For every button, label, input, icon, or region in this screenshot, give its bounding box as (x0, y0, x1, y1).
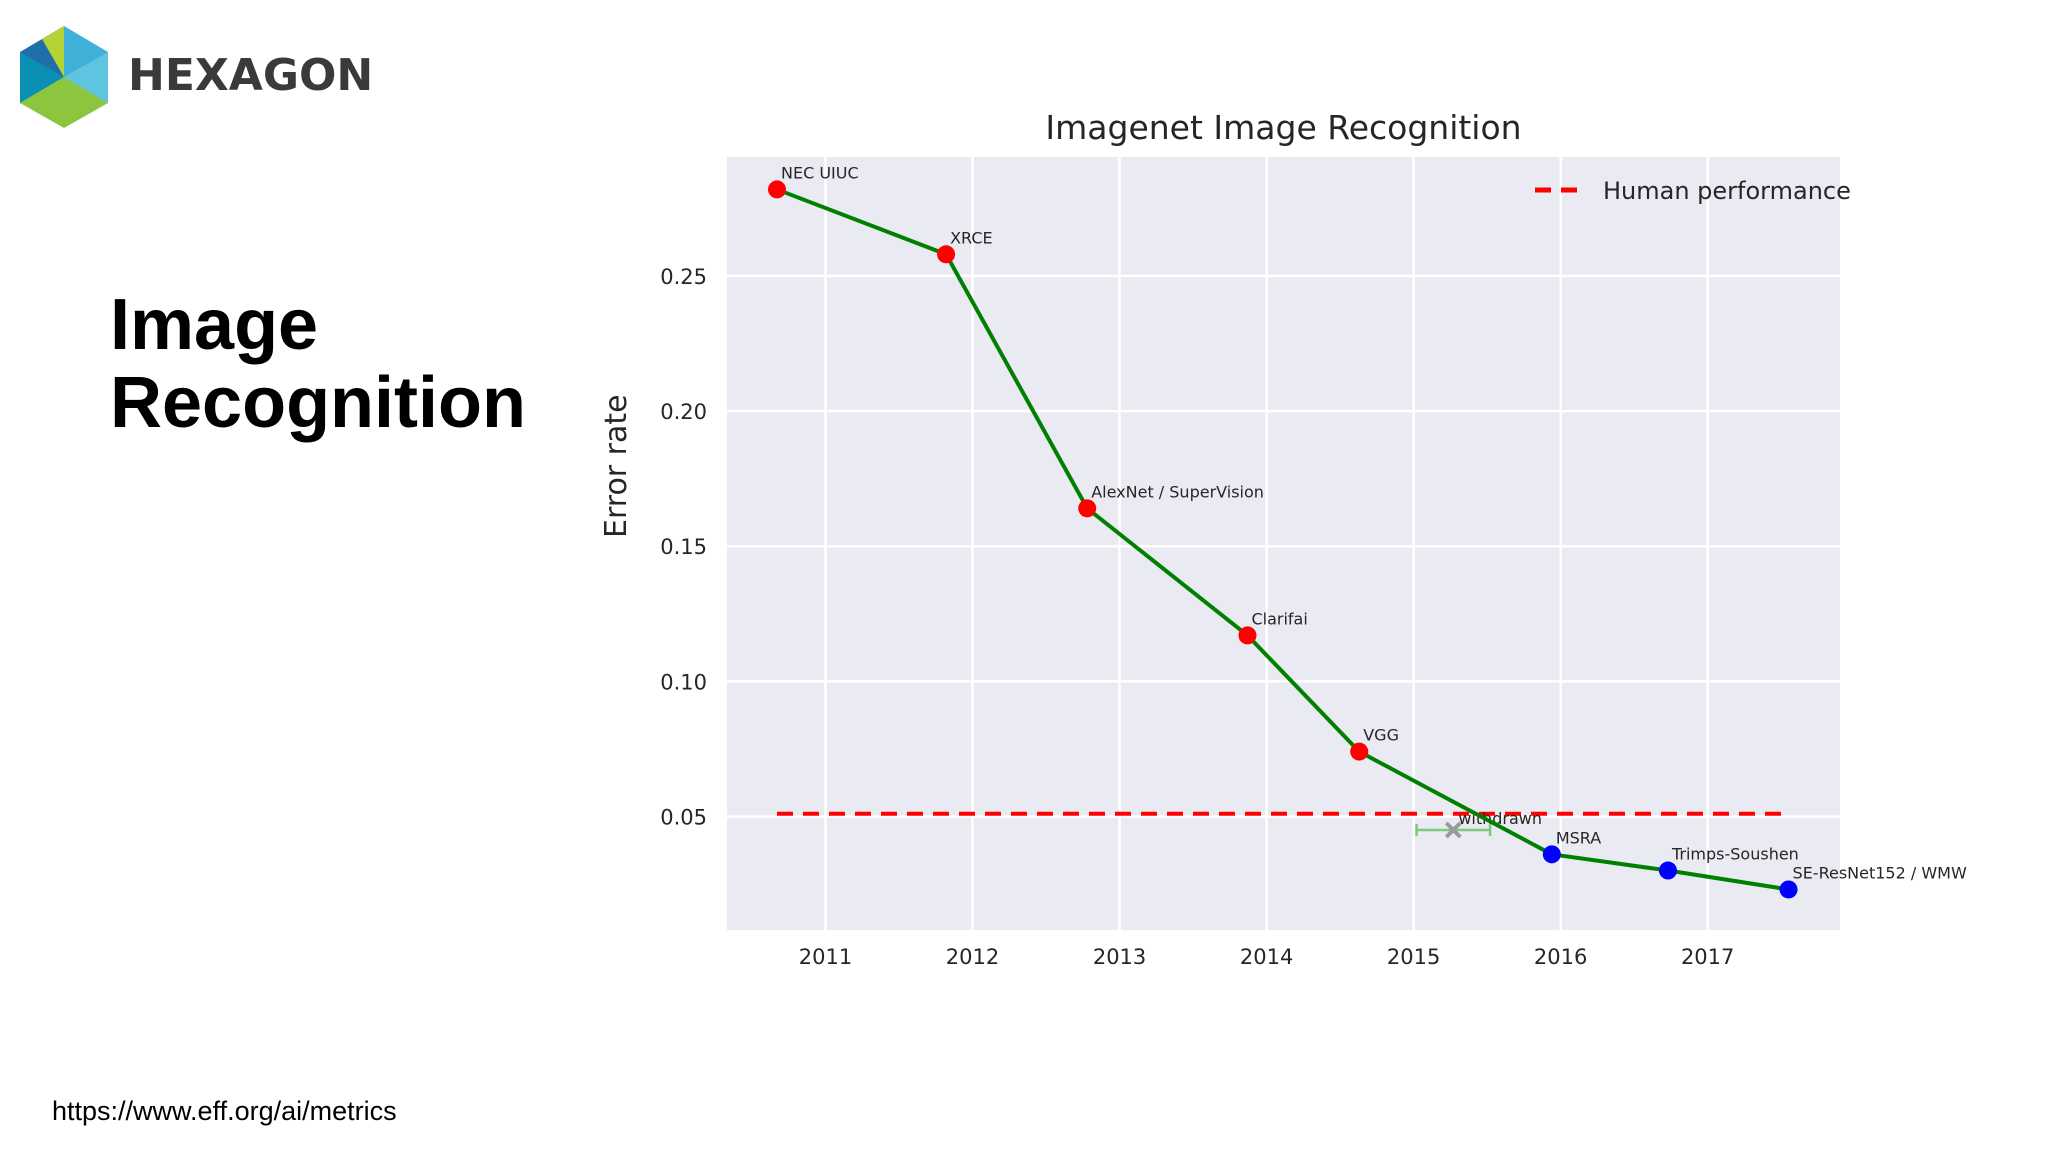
data-point (1779, 880, 1798, 899)
y-tick-label: 0.05 (660, 805, 707, 829)
data-point (937, 245, 956, 264)
data-point-label: Clarifai (1251, 609, 1307, 628)
data-point-label: Trimps-Soushen (1671, 845, 1799, 864)
data-point-label: SE-ResNet152 / WMW (1793, 863, 1967, 882)
y-tick-label: 0.25 (660, 265, 707, 289)
line-chart: 2011 2012 2013 2014 2015 2016 2017 0.05 0.10 0.15… (599, 108, 1967, 969)
x-tick-label: 2016 (1534, 945, 1587, 969)
slide-title-line2: Recognition (110, 363, 526, 443)
hexagon-logo: HEXAGON (20, 26, 380, 130)
x-tick-label: 2017 (1681, 945, 1734, 969)
x-tick-label: 2011 (799, 945, 852, 969)
data-point (1078, 499, 1097, 518)
chart-container: 2011 2012 2013 2014 2015 2016 2017 0.05 0.10 0.15… (590, 100, 2020, 1000)
data-point-label: VGG (1363, 726, 1399, 745)
source-link[interactable]: https://www.eff.org/ai/metrics (52, 1096, 397, 1126)
data-point (1350, 742, 1369, 761)
error-rate-line (776, 187, 1789, 892)
x-tick-label: 2015 (1387, 945, 1440, 969)
y-tick-label: 0.20 (660, 400, 707, 424)
data-point (1542, 845, 1561, 864)
data-point-label: NEC UIUC (781, 163, 859, 182)
data-point (767, 180, 786, 199)
x-tick-label: 2013 (1093, 945, 1146, 969)
slide-title-line1: Image (110, 285, 319, 365)
logo-wordmark: HEXAGON (128, 50, 374, 101)
y-tick-label: 0.15 (660, 535, 707, 559)
data-point (1658, 861, 1677, 880)
withdrawn-marker (1444, 821, 1462, 839)
data-point-label: MSRA (1556, 828, 1601, 847)
y-axis-label: Error rate (599, 394, 634, 538)
x-tick-label: 2012 (946, 945, 999, 969)
data-point-label: XRCE (950, 228, 993, 247)
data-point-label: AlexNet / SuperVision (1091, 482, 1264, 501)
chart-title: Imagenet Image Recognition (1045, 108, 1521, 147)
data-point (1238, 626, 1257, 645)
hexagon-logo-icon (20, 26, 108, 128)
plot-area (727, 157, 1840, 930)
y-tick-label: 0.10 (660, 670, 707, 694)
x-tick-label: 2014 (1240, 945, 1293, 969)
legend-label-human-performance: Human performance (1603, 177, 1851, 205)
slide-title: Image Recognition (110, 286, 630, 442)
